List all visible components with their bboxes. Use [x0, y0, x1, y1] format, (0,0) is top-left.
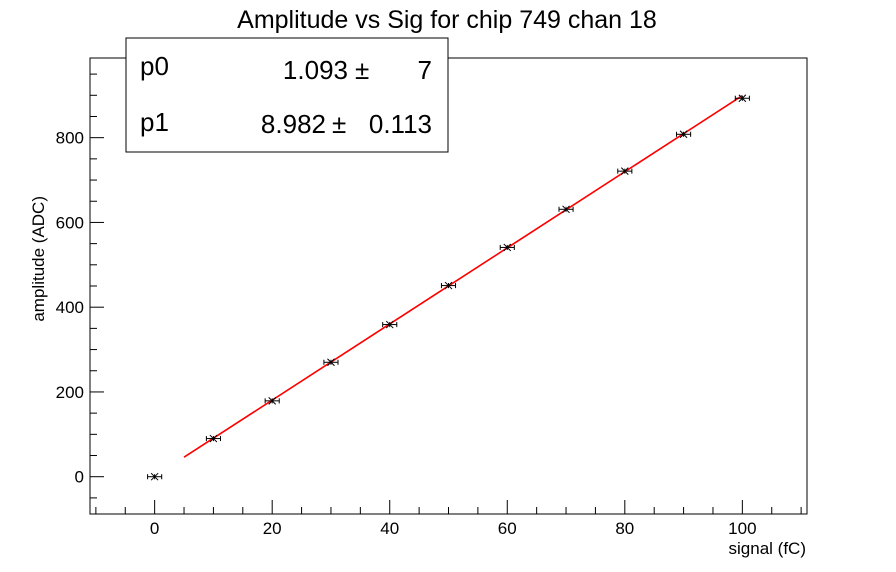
stat-p1-error: 0.113 — [369, 109, 432, 139]
fit-stats-box: p0 1.093 ± 7 p1 8.982 ± 0.113 — [125, 37, 449, 153]
stat-p0-name: p0 — [140, 51, 169, 81]
stat-p1-name: p1 — [140, 107, 169, 137]
data-point — [558, 205, 574, 214]
data-point — [499, 243, 515, 252]
x-tick-label: 0 — [150, 519, 159, 538]
data-point — [676, 130, 692, 139]
data-point — [382, 320, 398, 329]
y-tick-label: 800 — [56, 129, 84, 148]
data-point — [264, 396, 280, 405]
y-axis-label: amplitude (ADC) — [29, 196, 48, 322]
y-tick-label: 600 — [56, 213, 84, 232]
stat-p0-error: 7 — [418, 55, 432, 85]
stat-p1-value: 8.982 — [261, 109, 326, 139]
stat-p1-pm: ± — [332, 109, 346, 139]
data-points — [147, 94, 750, 481]
x-tick-label: 20 — [263, 519, 282, 538]
data-point — [617, 167, 633, 176]
x-axis: 0 20 40 60 80 100 — [95, 500, 802, 538]
data-point — [734, 94, 750, 103]
stats-box-border — [125, 37, 449, 153]
data-point — [147, 472, 163, 481]
fit-layer — [183, 94, 743, 458]
x-tick-label: 40 — [380, 519, 399, 538]
chart-title: Amplitude vs Sig for chip 749 chan 18 — [237, 6, 657, 34]
data-point — [205, 434, 221, 443]
data-point — [440, 281, 457, 290]
y-tick-label: 200 — [56, 383, 84, 402]
y-tick-label: 400 — [56, 298, 84, 317]
x-axis-label: signal (fC) — [729, 539, 806, 558]
x-tick-label: 100 — [728, 519, 756, 538]
stat-p0-pm: ± — [355, 55, 369, 85]
x-tick-label: 60 — [498, 519, 517, 538]
data-point — [323, 358, 339, 367]
stat-p0-value: 1.093 — [283, 55, 348, 85]
x-tick-label: 80 — [615, 519, 634, 538]
y-axis: 0 200 400 600 800 — [56, 73, 104, 499]
y-tick-label: 0 — [75, 468, 84, 487]
fit-line — [183, 94, 743, 458]
